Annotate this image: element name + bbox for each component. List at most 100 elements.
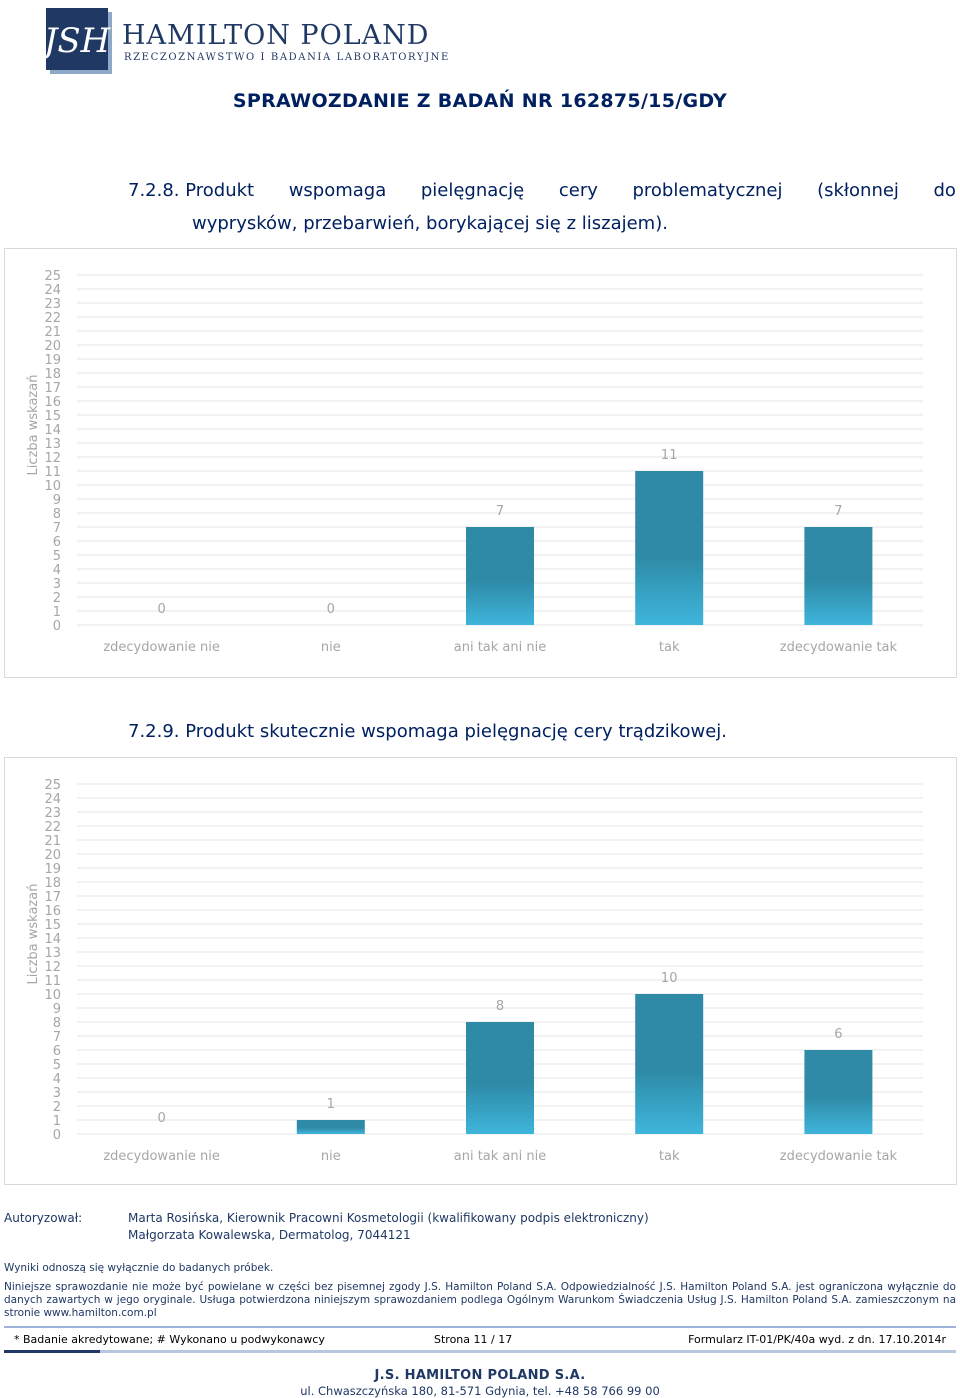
chart-728-svg: 2524232221201918171615141312111098765432…	[26, 269, 923, 655]
y-tick-label: 4	[53, 563, 61, 578]
y-tick-label: 24	[44, 283, 61, 298]
y-tick-label: 23	[44, 806, 61, 821]
y-tick-label: 1	[53, 1114, 61, 1129]
signer-2: Małgorzata Kowalewska, Dermatolog, 70441…	[128, 1228, 411, 1242]
y-tick-label: 10	[44, 988, 61, 1003]
y-tick-label: 22	[44, 820, 61, 835]
svg-text:JSH: JSH	[46, 21, 112, 61]
y-tick-label: 24	[44, 792, 61, 807]
y-tick-label: 7	[53, 521, 61, 536]
y-tick-label: 16	[44, 395, 61, 410]
y-tick-label: 8	[53, 1016, 61, 1031]
heading-word: (skłonnej	[817, 180, 899, 201]
x-category-label: zdecydowanie tak	[780, 1149, 898, 1164]
y-tick-label: 3	[53, 1086, 61, 1101]
chart-729-svg: 2524232221201918171615141312111098765432…	[26, 778, 923, 1164]
bar	[466, 527, 534, 625]
x-category-label: zdecydowanie nie	[103, 640, 220, 655]
y-tick-label: 14	[44, 423, 61, 438]
y-tick-label: 11	[44, 974, 61, 989]
y-tick-label: 9	[53, 493, 61, 508]
y-tick-label: 13	[44, 946, 61, 961]
y-tick-label: 22	[44, 311, 61, 326]
results-note: Wyniki odnoszą się wyłącznie do badanych…	[4, 1262, 274, 1274]
page-number: Strona 11 / 17	[434, 1333, 513, 1346]
bar	[804, 1050, 873, 1134]
y-tick-label: 4	[53, 1072, 61, 1087]
y-tick-label: 5	[53, 549, 61, 564]
y-tick-label: 13	[44, 437, 61, 452]
x-category-label: tak	[659, 1149, 680, 1164]
y-tick-label: 9	[53, 1002, 61, 1017]
form-id: Formularz IT-01/PK/40a wyd. z dn. 17.10.…	[688, 1333, 946, 1346]
y-tick-label: 6	[53, 1044, 61, 1059]
bar-value-label: 8	[496, 999, 504, 1014]
section-heading-729: 7.2.9. Produkt skutecznie wspomaga pielę…	[128, 721, 728, 742]
y-tick-label: 10	[44, 479, 61, 494]
bar	[635, 994, 704, 1134]
bar-value-label: 7	[496, 504, 504, 519]
bar	[296, 1120, 365, 1134]
x-category-label: ani tak ani nie	[454, 640, 546, 655]
disclaimer: Niniejsze sprawozdanie nie może być powi…	[4, 1281, 956, 1319]
x-category-label: tak	[659, 640, 680, 655]
y-tick-label: 2	[53, 591, 61, 606]
x-category-label: zdecydowanie nie	[103, 1149, 220, 1164]
y-tick-label: 20	[44, 339, 61, 354]
heading-word: problematycznej	[632, 180, 783, 201]
x-category-label: ani tak ani nie	[454, 1149, 546, 1164]
y-tick-label: 2	[53, 1100, 61, 1115]
heading-word: cery	[558, 180, 598, 201]
y-tick-label: 17	[44, 890, 61, 905]
bar-value-label: 7	[834, 504, 842, 519]
heading-word: 7.2.8. Produkt	[128, 180, 255, 201]
y-tick-label: 19	[44, 353, 61, 368]
y-tick-label: 6	[53, 535, 61, 550]
y-tick-label: 25	[44, 778, 61, 793]
bar-value-label: 0	[157, 602, 165, 617]
jsh-monogram-logo-icon: JSH	[46, 8, 112, 74]
y-tick-label: 15	[44, 409, 61, 424]
y-tick-label: 19	[44, 862, 61, 877]
brand-name: HAMILTON POLAND	[122, 20, 430, 51]
y-tick-label: 18	[44, 367, 61, 382]
bar	[635, 471, 704, 625]
x-category-label: nie	[321, 640, 341, 655]
y-tick-label: 0	[53, 619, 61, 634]
authorized-label: Autoryzował:	[4, 1211, 83, 1225]
y-tick-label: 11	[44, 465, 61, 480]
signer-1: Marta Rosińska, Kierownik Pracowni Kosme…	[128, 1211, 649, 1225]
y-tick-label: 16	[44, 904, 61, 919]
brand-subtitle: RZECZOZNAWSTWO I BADANIA LABORATORYJNE	[124, 52, 450, 63]
chart-728: 25 24 23 22 21 20 19 18 17 16 15 14 13 12 11 10 9 8 7 6 5 4 3 2…	[4, 248, 957, 678]
y-tick-label: 18	[44, 876, 61, 891]
y-axis-label: Liczba wskazań	[26, 375, 41, 476]
bar-value-label: 1	[327, 1097, 335, 1112]
section-heading-728-line2: wyprysków, przebarwień, borykającej się …	[192, 213, 668, 234]
heading-word: wspomaga	[288, 180, 387, 201]
y-tick-label: 3	[53, 577, 61, 592]
bar-value-label: 0	[327, 602, 335, 617]
y-tick-label: 8	[53, 507, 61, 522]
bar-value-label: 11	[661, 448, 678, 463]
x-category-label: zdecydowanie tak	[780, 640, 898, 655]
heading-word: do	[933, 180, 956, 201]
heading-word: pielęgnację	[420, 180, 525, 201]
company-logo: JSH HAMILTON POLAND RZECZOZNAWSTWO I BAD…	[46, 8, 448, 74]
footer-divider	[4, 1326, 956, 1328]
y-tick-label: 15	[44, 918, 61, 933]
y-tick-label: 20	[44, 848, 61, 863]
y-tick-label: 5	[53, 1058, 61, 1073]
section-heading-728: 7.2.8. Produkt wspomaga pielęgnację cery…	[128, 180, 956, 201]
y-tick-label: 21	[44, 834, 61, 849]
accreditation-note: * Badanie akredytowane; # Wykonano u pod…	[14, 1333, 325, 1346]
y-tick-label: 12	[44, 451, 61, 466]
footer-divider-bottom	[4, 1350, 956, 1353]
chart-729: 25 24 23 22 21 20 19 18 17 16 15 14 13 12 11 10 9 8 7 6 5 4 3 2…	[4, 757, 957, 1185]
bar-value-label: 10	[661, 971, 678, 986]
y-tick-label: 17	[44, 381, 61, 396]
y-tick-label: 12	[44, 960, 61, 975]
company-address: ul. Chwaszczyńska 180, 81-571 Gdynia, te…	[300, 1384, 660, 1398]
y-tick-label: 21	[44, 325, 61, 340]
y-tick-label: 25	[44, 269, 61, 284]
